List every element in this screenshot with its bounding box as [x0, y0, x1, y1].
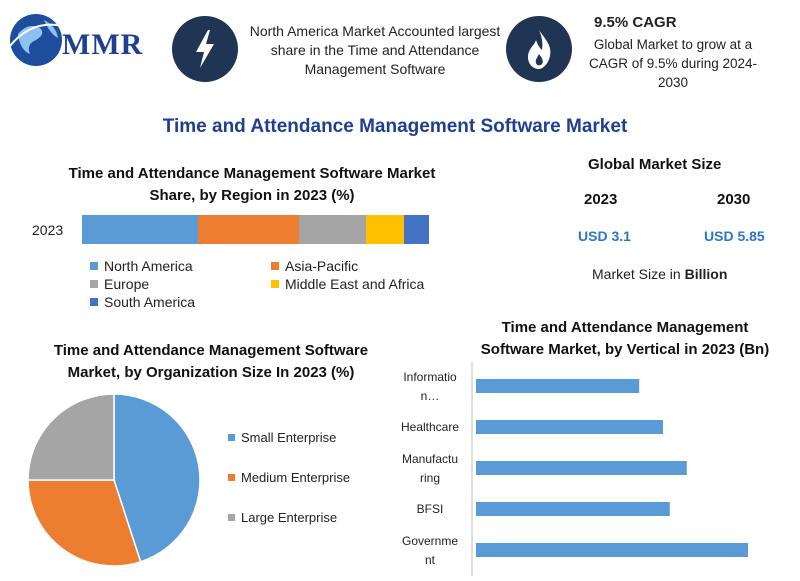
vertical-bar: [476, 543, 748, 557]
swatch-icon: [271, 280, 279, 288]
region-bar-segment-south-america: [404, 215, 429, 244]
legend-label: Large Enterprise: [241, 510, 338, 525]
y-tick-label: BFSI: [417, 502, 444, 516]
legend-label: Europe: [104, 276, 150, 292]
vertical-bar: [476, 379, 640, 393]
region-bar-segment-asia-pacific: [197, 215, 300, 244]
unit-bold: Billion: [684, 266, 728, 282]
legend-asia-pacific: Asia-Pacific: [271, 258, 471, 274]
legend-label: Asia-Pacific: [285, 258, 359, 274]
swatch-icon: [90, 262, 98, 270]
legend-label: South America: [104, 294, 196, 310]
year-2023: 2023: [584, 191, 618, 208]
legend-large-enterprise: Large Enterprise: [228, 510, 350, 525]
region-legend: North America Asia-Pacific Europe Middle…: [90, 258, 490, 310]
legend-label: Middle East and Africa: [285, 276, 425, 292]
global-market-title: Global Market Size: [588, 156, 722, 173]
highlight-text: North America Market Accounted largest s…: [249, 23, 501, 77]
year-2030: 2030: [717, 191, 751, 208]
org-pie-chart: [27, 393, 201, 567]
vertical-bar-chart: Informatio n… Healthcare Manufactu ring BFSI G…: [401, 362, 748, 576]
lightning-badge: [172, 16, 238, 82]
legend-south-america: South America: [90, 294, 271, 310]
vertical-bar: [476, 502, 670, 516]
swatch-icon: [271, 262, 279, 270]
vertical-chart-title: Time and Attendance Management Software …: [480, 319, 770, 358]
region-bar-segment-north-america: [82, 215, 198, 244]
pie-slice-small-enterprise: [113, 393, 201, 563]
pie-slice-medium-enterprise: [27, 479, 142, 567]
vertical-bar: [476, 420, 663, 434]
org-chart-title: Time and Attendance Management Software …: [53, 342, 369, 381]
vertical-bar: [476, 461, 687, 475]
mmr-logo: [9, 14, 77, 66]
swatch-icon: [228, 474, 235, 481]
swatch-icon: [90, 298, 98, 306]
logo-text: MMR: [62, 28, 144, 61]
region-bar-label: 2023: [32, 222, 64, 238]
value-2030: USD 5.85: [704, 228, 765, 244]
legend-europe: Europe: [90, 276, 271, 292]
lightning-icon: [196, 30, 214, 68]
legend-north-america: North America: [90, 258, 271, 274]
swatch-icon: [228, 434, 235, 441]
y-tick-label: Healthcare: [401, 420, 459, 434]
page-title: Time and Attendance Management Software …: [162, 116, 628, 137]
cagr-title: 9.5% CAGR: [594, 14, 677, 31]
legend-label: North America: [104, 258, 193, 274]
org-legend: Small Enterprise Medium Enterprise Large…: [228, 430, 350, 525]
swatch-icon: [90, 280, 98, 288]
legend-label: Medium Enterprise: [241, 470, 351, 485]
pie-slice-large-enterprise: [27, 393, 115, 481]
legend-small-enterprise: Small Enterprise: [228, 430, 350, 445]
region-stacked-bar: [82, 215, 429, 244]
flame-badge: [506, 16, 572, 82]
y-tick-label: Manufactu ring: [402, 452, 458, 485]
region-chart-title: Time and Attendance Management Software …: [68, 165, 436, 204]
legend-medium-enterprise: Medium Enterprise: [228, 470, 350, 485]
region-bar-segment-middle-east-and-africa: [365, 215, 405, 244]
y-tick-label: Governme nt: [402, 534, 458, 567]
swatch-icon: [228, 514, 235, 521]
legend-middle-east-africa: Middle East and Africa: [271, 276, 471, 292]
cagr-text: Global Market to grow at a CAGR of 9.5% …: [588, 37, 758, 90]
market-size-unit: Market Size in Billion: [592, 266, 727, 282]
unit-prefix: Market Size in: [592, 266, 685, 282]
value-2023: USD 3.1: [578, 228, 631, 244]
legend-label: Small Enterprise: [241, 430, 337, 445]
region-bar-segment-europe: [299, 215, 366, 244]
flame-icon: [528, 30, 551, 69]
y-tick-label: Informatio n…: [403, 370, 457, 403]
